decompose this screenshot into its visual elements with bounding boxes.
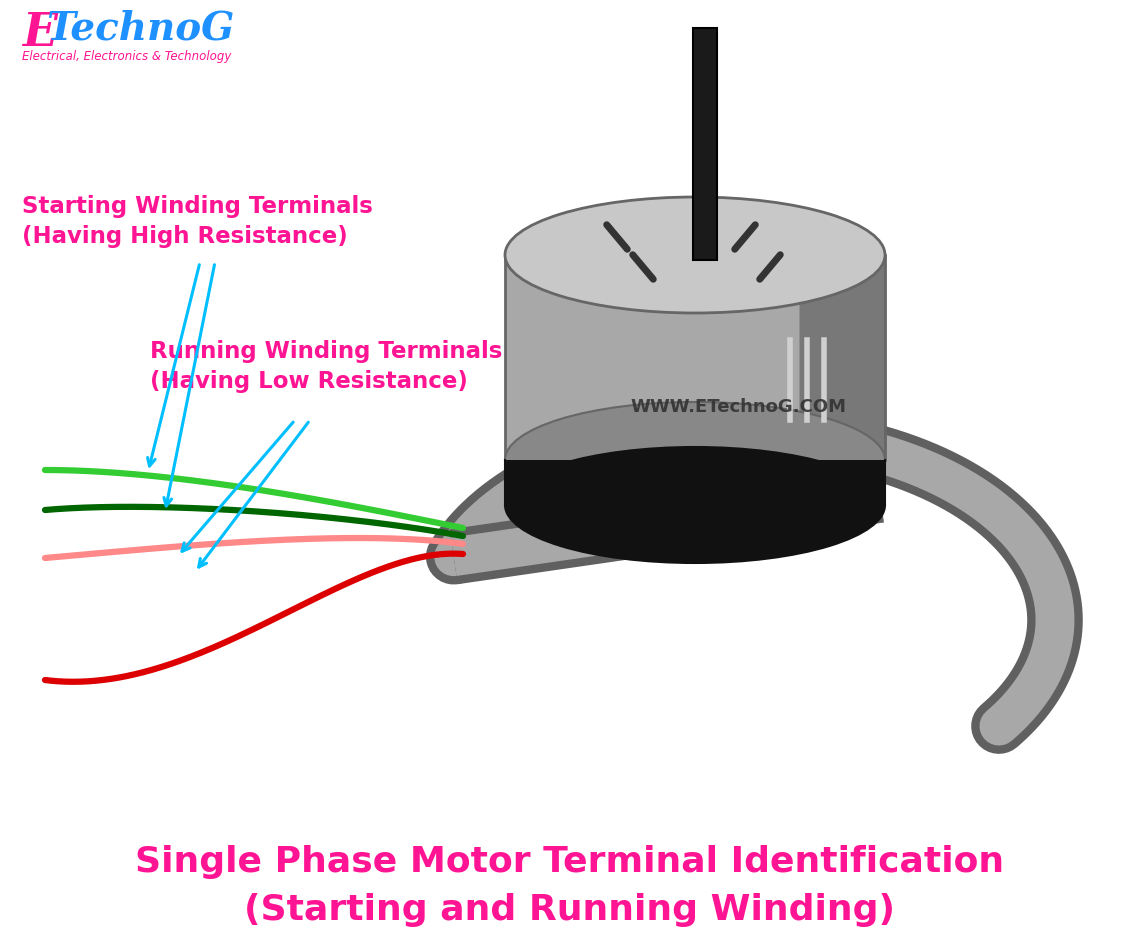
- Polygon shape: [800, 255, 885, 460]
- Ellipse shape: [505, 447, 885, 563]
- Text: Running Winding Terminals
(Having Low Resistance): Running Winding Terminals (Having Low Re…: [150, 340, 502, 393]
- Polygon shape: [505, 255, 885, 460]
- Ellipse shape: [505, 197, 885, 313]
- Text: Electrical, Electronics & Technology: Electrical, Electronics & Technology: [22, 50, 231, 63]
- Text: WWW.ETechnoG.COM: WWW.ETechnoG.COM: [630, 398, 846, 416]
- Bar: [693, 28, 716, 260]
- Text: Starting Winding Terminals
(Having High Resistance): Starting Winding Terminals (Having High …: [22, 195, 372, 248]
- Text: TechnoG: TechnoG: [46, 10, 235, 48]
- Polygon shape: [505, 460, 885, 505]
- Text: E: E: [22, 10, 57, 56]
- Ellipse shape: [505, 402, 885, 518]
- Text: Single Phase Motor Terminal Identification: Single Phase Motor Terminal Identificati…: [134, 845, 1005, 879]
- Text: (Starting and Running Winding): (Starting and Running Winding): [244, 893, 895, 927]
